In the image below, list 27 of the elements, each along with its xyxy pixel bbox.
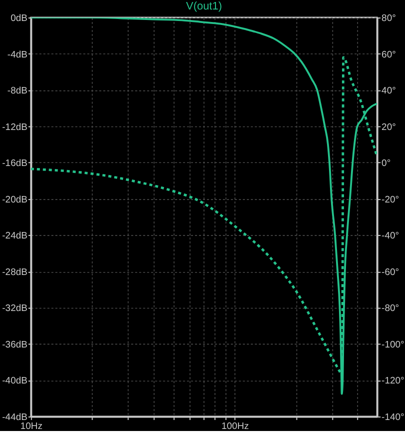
y2-tick-label: 20° [382,122,396,133]
y-tick-label: -12dB [2,122,28,133]
x-tick-label: 100Hz [221,420,250,432]
y-tick-label: 0dB [10,12,28,24]
y2-tick-label: 60° [382,49,396,60]
y2-tick-label: 0° [382,158,391,170]
y-tick-label: -32dB [2,303,28,314]
y2-tick-label: -100° [382,339,405,350]
y2-tick-label: -40° [382,230,400,242]
y2-tick-label: 40° [382,86,396,97]
y-tick-label: -28dB [2,266,28,278]
y2-tick-label: -60° [382,266,400,278]
y2-tick-label: 80° [382,12,396,24]
y-tick-label: -36dB [2,339,28,350]
chart-title: V(out1) [186,0,222,13]
y-tick-label: -44dB [2,412,28,423]
y2-tick-label: -140° [382,412,405,423]
y2-tick-label: -80° [382,303,400,314]
y2-tick-label: -20° [382,194,400,206]
x-tick-label: 10Hz [20,420,43,432]
y2-tick-label: -120° [382,376,405,387]
y-tick-label: -16dB [2,158,28,170]
y-tick-label: -40dB [2,376,28,387]
y-tick-label: -20dB [2,194,28,206]
y-tick-label: -24dB [2,230,28,242]
y-tick-label: -8dB [7,86,28,97]
y-tick-label: -4dB [7,49,28,60]
